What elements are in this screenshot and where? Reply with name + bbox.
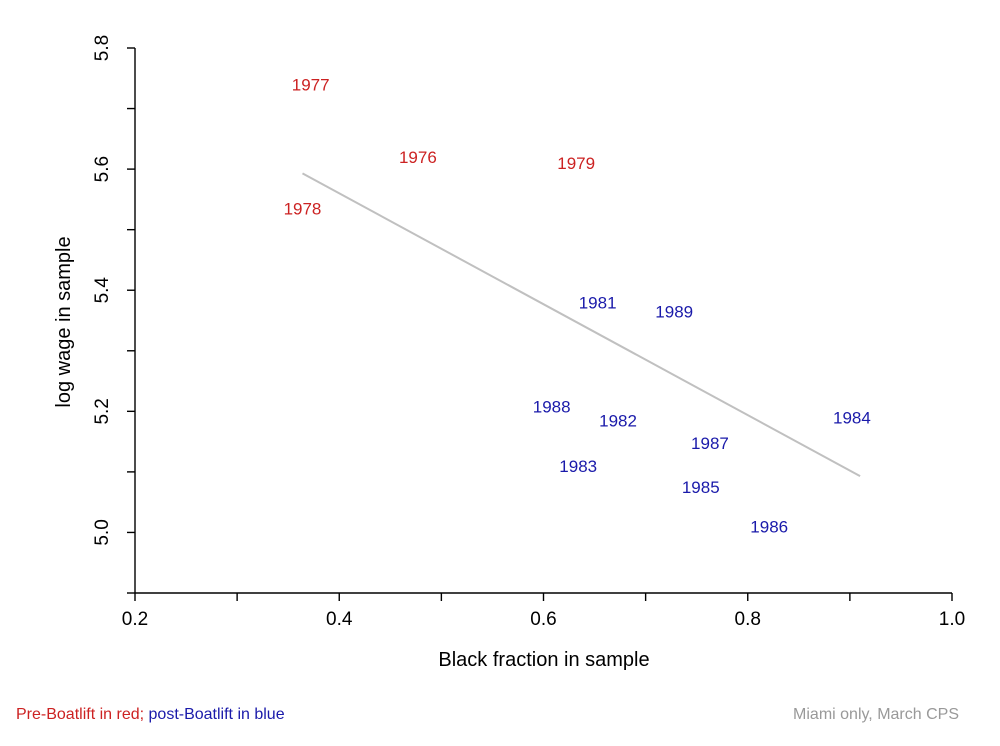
point-label-1983: 1983: [559, 457, 597, 476]
x-tick-label: 0.8: [735, 609, 761, 630]
y-tick-label: 5.8: [92, 35, 113, 61]
point-label-1985: 1985: [682, 478, 720, 497]
pre-boatlift-note: Pre-Boatlift in red;: [16, 706, 145, 723]
axes: 0.2 0.4 0.6 0.8 1.0 5.0 5.2 5.4 5.6 5.8: [92, 35, 965, 630]
point-label-1977: 1977: [292, 75, 330, 94]
x-tick-label: 0.6: [530, 609, 556, 630]
point-label-1979: 1979: [557, 154, 595, 173]
point-label-1987: 1987: [691, 434, 729, 453]
point-label-1986: 1986: [750, 517, 788, 536]
x-tick-label: 1.0: [939, 609, 965, 630]
fit-line-group: [302, 172, 861, 478]
y-tick-label: 5.6: [92, 156, 113, 182]
y-tick-label: 5.2: [92, 398, 113, 424]
point-label-1976: 1976: [399, 148, 437, 167]
scatter-chart: 0.2 0.4 0.6 0.8 1.05.05.25.45.65.8 197619771…: [53, 35, 965, 671]
fit-line: [302, 172, 861, 478]
point-label-1984: 1984: [833, 408, 871, 427]
legend-note: Pre-Boatlift in red; post-Boatlift in bl…: [16, 706, 285, 724]
point-label-1982: 1982: [599, 411, 637, 430]
x-tick-label: 0.4: [326, 609, 353, 630]
point-label-1978: 1978: [284, 199, 322, 218]
point-label-1988: 1988: [533, 397, 571, 416]
point-labels: 1976 1977 1978 1979 1981 1982 1983 1984 1985 1986…: [284, 75, 871, 536]
x-tick-label: 0.2: [122, 609, 148, 630]
point-label-1989: 1989: [655, 302, 693, 321]
y-axis-title: log wage in sample: [53, 236, 75, 407]
y-tick-label: 5.0: [92, 519, 113, 545]
y-tick-label: 5.4: [92, 277, 113, 304]
point-label-1981: 1981: [579, 293, 617, 312]
post-boatlift-note: post-Boatlift in blue: [148, 706, 285, 723]
x-axis-title: Black fraction in sample: [438, 649, 649, 671]
source-note: Miami only, March CPS: [793, 706, 959, 723]
